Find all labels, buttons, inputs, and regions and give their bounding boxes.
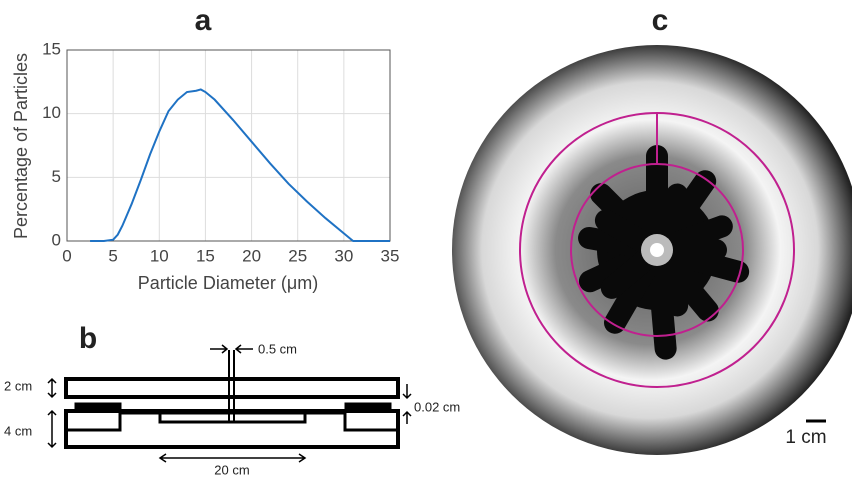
- y-tick-label: 10: [42, 103, 61, 122]
- y-tick-label: 5: [52, 167, 61, 186]
- panel-label: c: [652, 4, 669, 37]
- label: 0.5 cm: [258, 341, 297, 356]
- label: 2 cm: [4, 378, 32, 393]
- arrow: [402, 384, 412, 424]
- label: 0.02 cm: [414, 399, 460, 414]
- arrow: [47, 377, 57, 399]
- plot-frame: [66, 49, 391, 242]
- top-plate: [64, 377, 400, 399]
- y-axis-label: Percentage of Particles: [11, 53, 31, 239]
- arrow: [210, 344, 253, 354]
- arm: [649, 249, 689, 317]
- panel-label: a: [195, 4, 212, 37]
- x-tick-label: 0: [62, 246, 71, 265]
- arm: [657, 239, 727, 261]
- photo-c: c 1 cm: [452, 4, 852, 455]
- x-axis-label: Particle Diameter (μm): [138, 273, 318, 293]
- arrow: [47, 409, 57, 449]
- arrow: [158, 453, 307, 463]
- y-tick-label: 0: [52, 230, 61, 249]
- arm: [649, 183, 689, 251]
- x-tick-label: 10: [150, 246, 169, 265]
- inlet: [650, 243, 664, 257]
- label: 20 cm: [214, 462, 249, 477]
- insert: [158, 411, 307, 424]
- line: [90, 88, 390, 242]
- scale-label: 1 cm: [785, 427, 826, 448]
- x-tick-label: 5: [108, 246, 117, 265]
- diagram-b: b 0.5 cm 2 cm 4 cm 0.02 cm 20 cm: [4, 322, 460, 478]
- y-tick-label: 15: [42, 39, 61, 58]
- x-tick-label: 30: [334, 246, 353, 265]
- panel-label: b: [79, 322, 97, 355]
- label: 4 cm: [4, 423, 32, 438]
- x-tick-label: 25: [288, 246, 307, 265]
- photo: [452, 45, 852, 455]
- chart-a: a Particle Diameter (μm) Percentage of P…: [11, 4, 400, 293]
- x-tick-label: 20: [242, 246, 261, 265]
- x-tick-label: 35: [381, 246, 400, 265]
- x-tick-label: 15: [196, 246, 215, 265]
